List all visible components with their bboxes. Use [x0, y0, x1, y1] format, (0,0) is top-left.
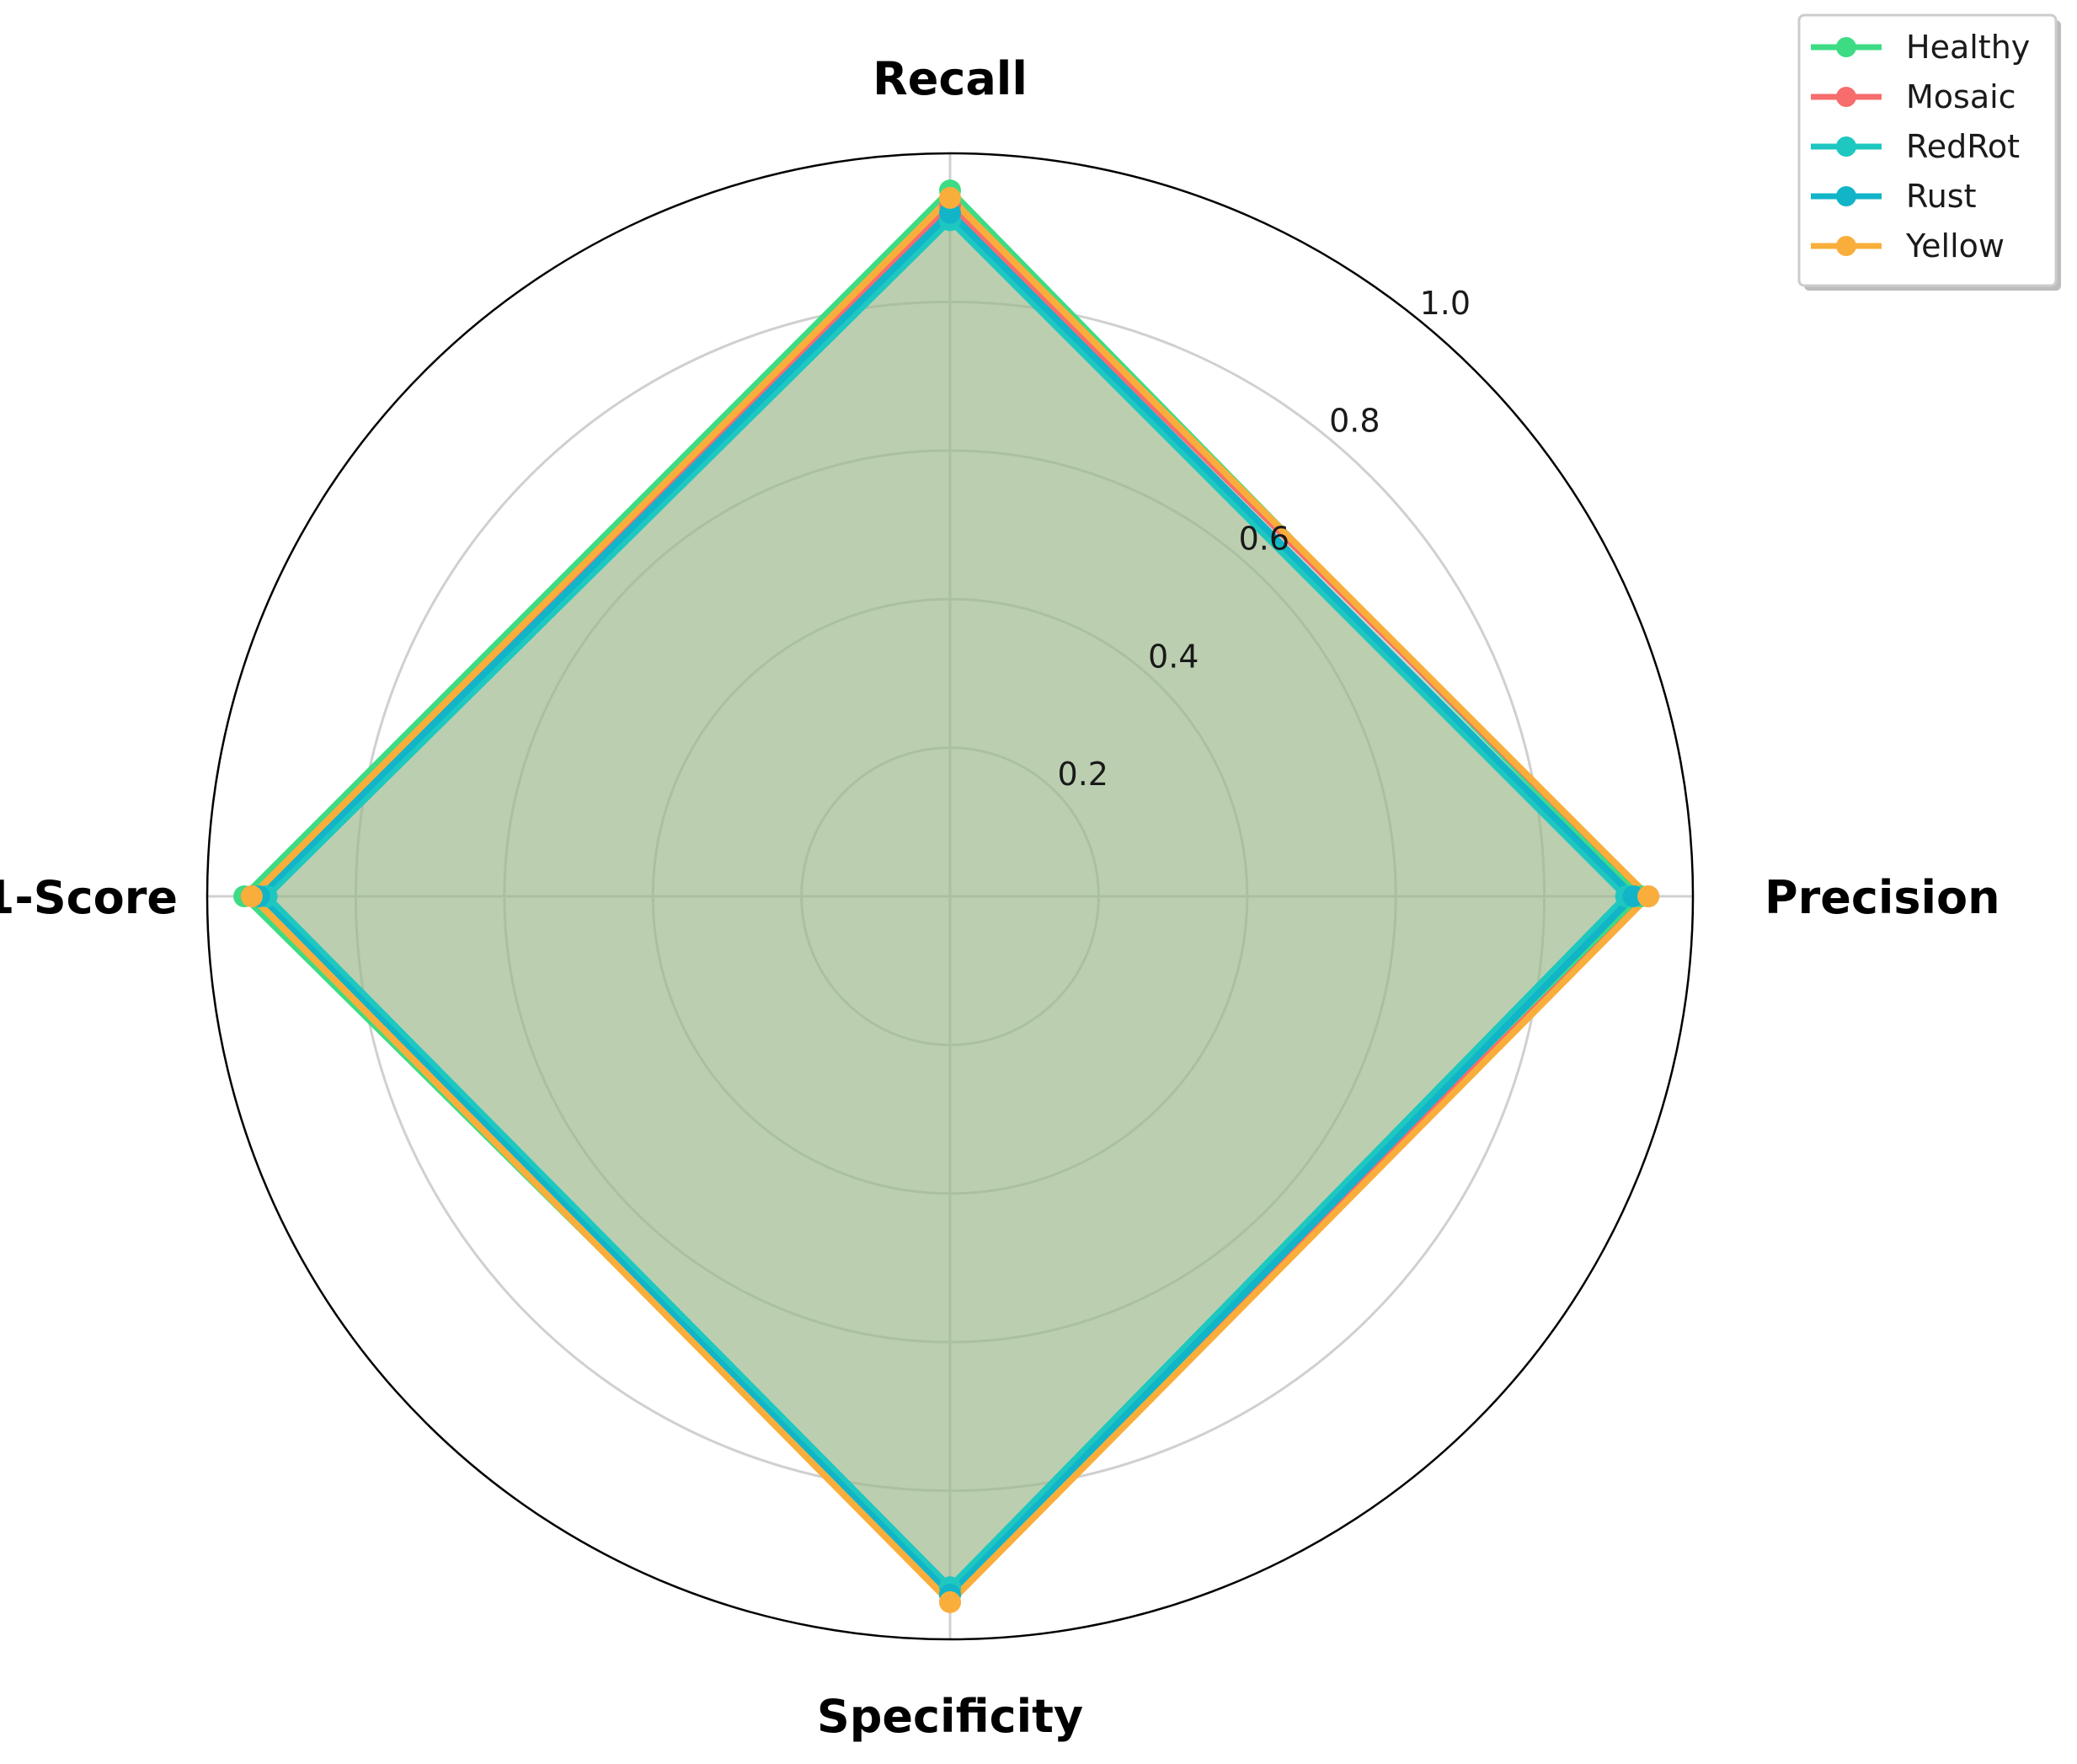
axis-label-recall: Recall — [873, 52, 1028, 105]
radial-tick-label: 1.0 — [1420, 285, 1471, 322]
outer-circle — [206, 152, 1695, 1641]
legend-label-yellow: Yellow — [1905, 227, 2005, 265]
legend-marker-mosaic — [1836, 87, 1856, 107]
data-point-yellow-precision — [1637, 885, 1660, 907]
axis-label-f1-score: F1-Score — [0, 871, 178, 924]
data-point-yellow-recall — [939, 186, 961, 209]
radial-tick-labels: 0.2 0.4 0.6 0.8 1.0 — [1058, 285, 1471, 793]
legend-marker-redrot — [1836, 136, 1856, 157]
legend-label-mosaic: Mosaic — [1906, 78, 2016, 115]
radar-grid — [206, 152, 1695, 1641]
radial-tick-label: 0.4 — [1148, 638, 1199, 675]
legend-label-healthy: Healthy — [1906, 29, 2030, 66]
legend-label-rust: Rust — [1906, 178, 1976, 215]
series-markers — [233, 179, 1660, 1613]
axis-labels: Recall Precision Specificity F1-Score — [0, 52, 2000, 1743]
series-fill-yellow — [251, 197, 1649, 1602]
data-point-yellow-specificity — [939, 1590, 961, 1613]
radial-tick-label: 0.6 — [1239, 520, 1289, 557]
series-fills — [244, 190, 1649, 1602]
axis-label-specificity: Specificity — [817, 1690, 1083, 1743]
legend-marker-yellow — [1836, 236, 1856, 256]
axis-label-precision: Precision — [1765, 871, 2000, 924]
data-point-yellow-f1-score — [240, 885, 263, 907]
radial-tick-label: 0.8 — [1329, 403, 1380, 440]
legend-marker-rust — [1836, 186, 1856, 206]
legend-marker-healthy — [1836, 37, 1856, 57]
legend-box — [1797, 13, 2058, 287]
radial-tick-label: 0.2 — [1058, 756, 1108, 793]
legend-label-redrot: RedRot — [1906, 128, 2020, 165]
legend: Healthy Mosaic RedRot Rust Yellow — [1797, 13, 2061, 291]
